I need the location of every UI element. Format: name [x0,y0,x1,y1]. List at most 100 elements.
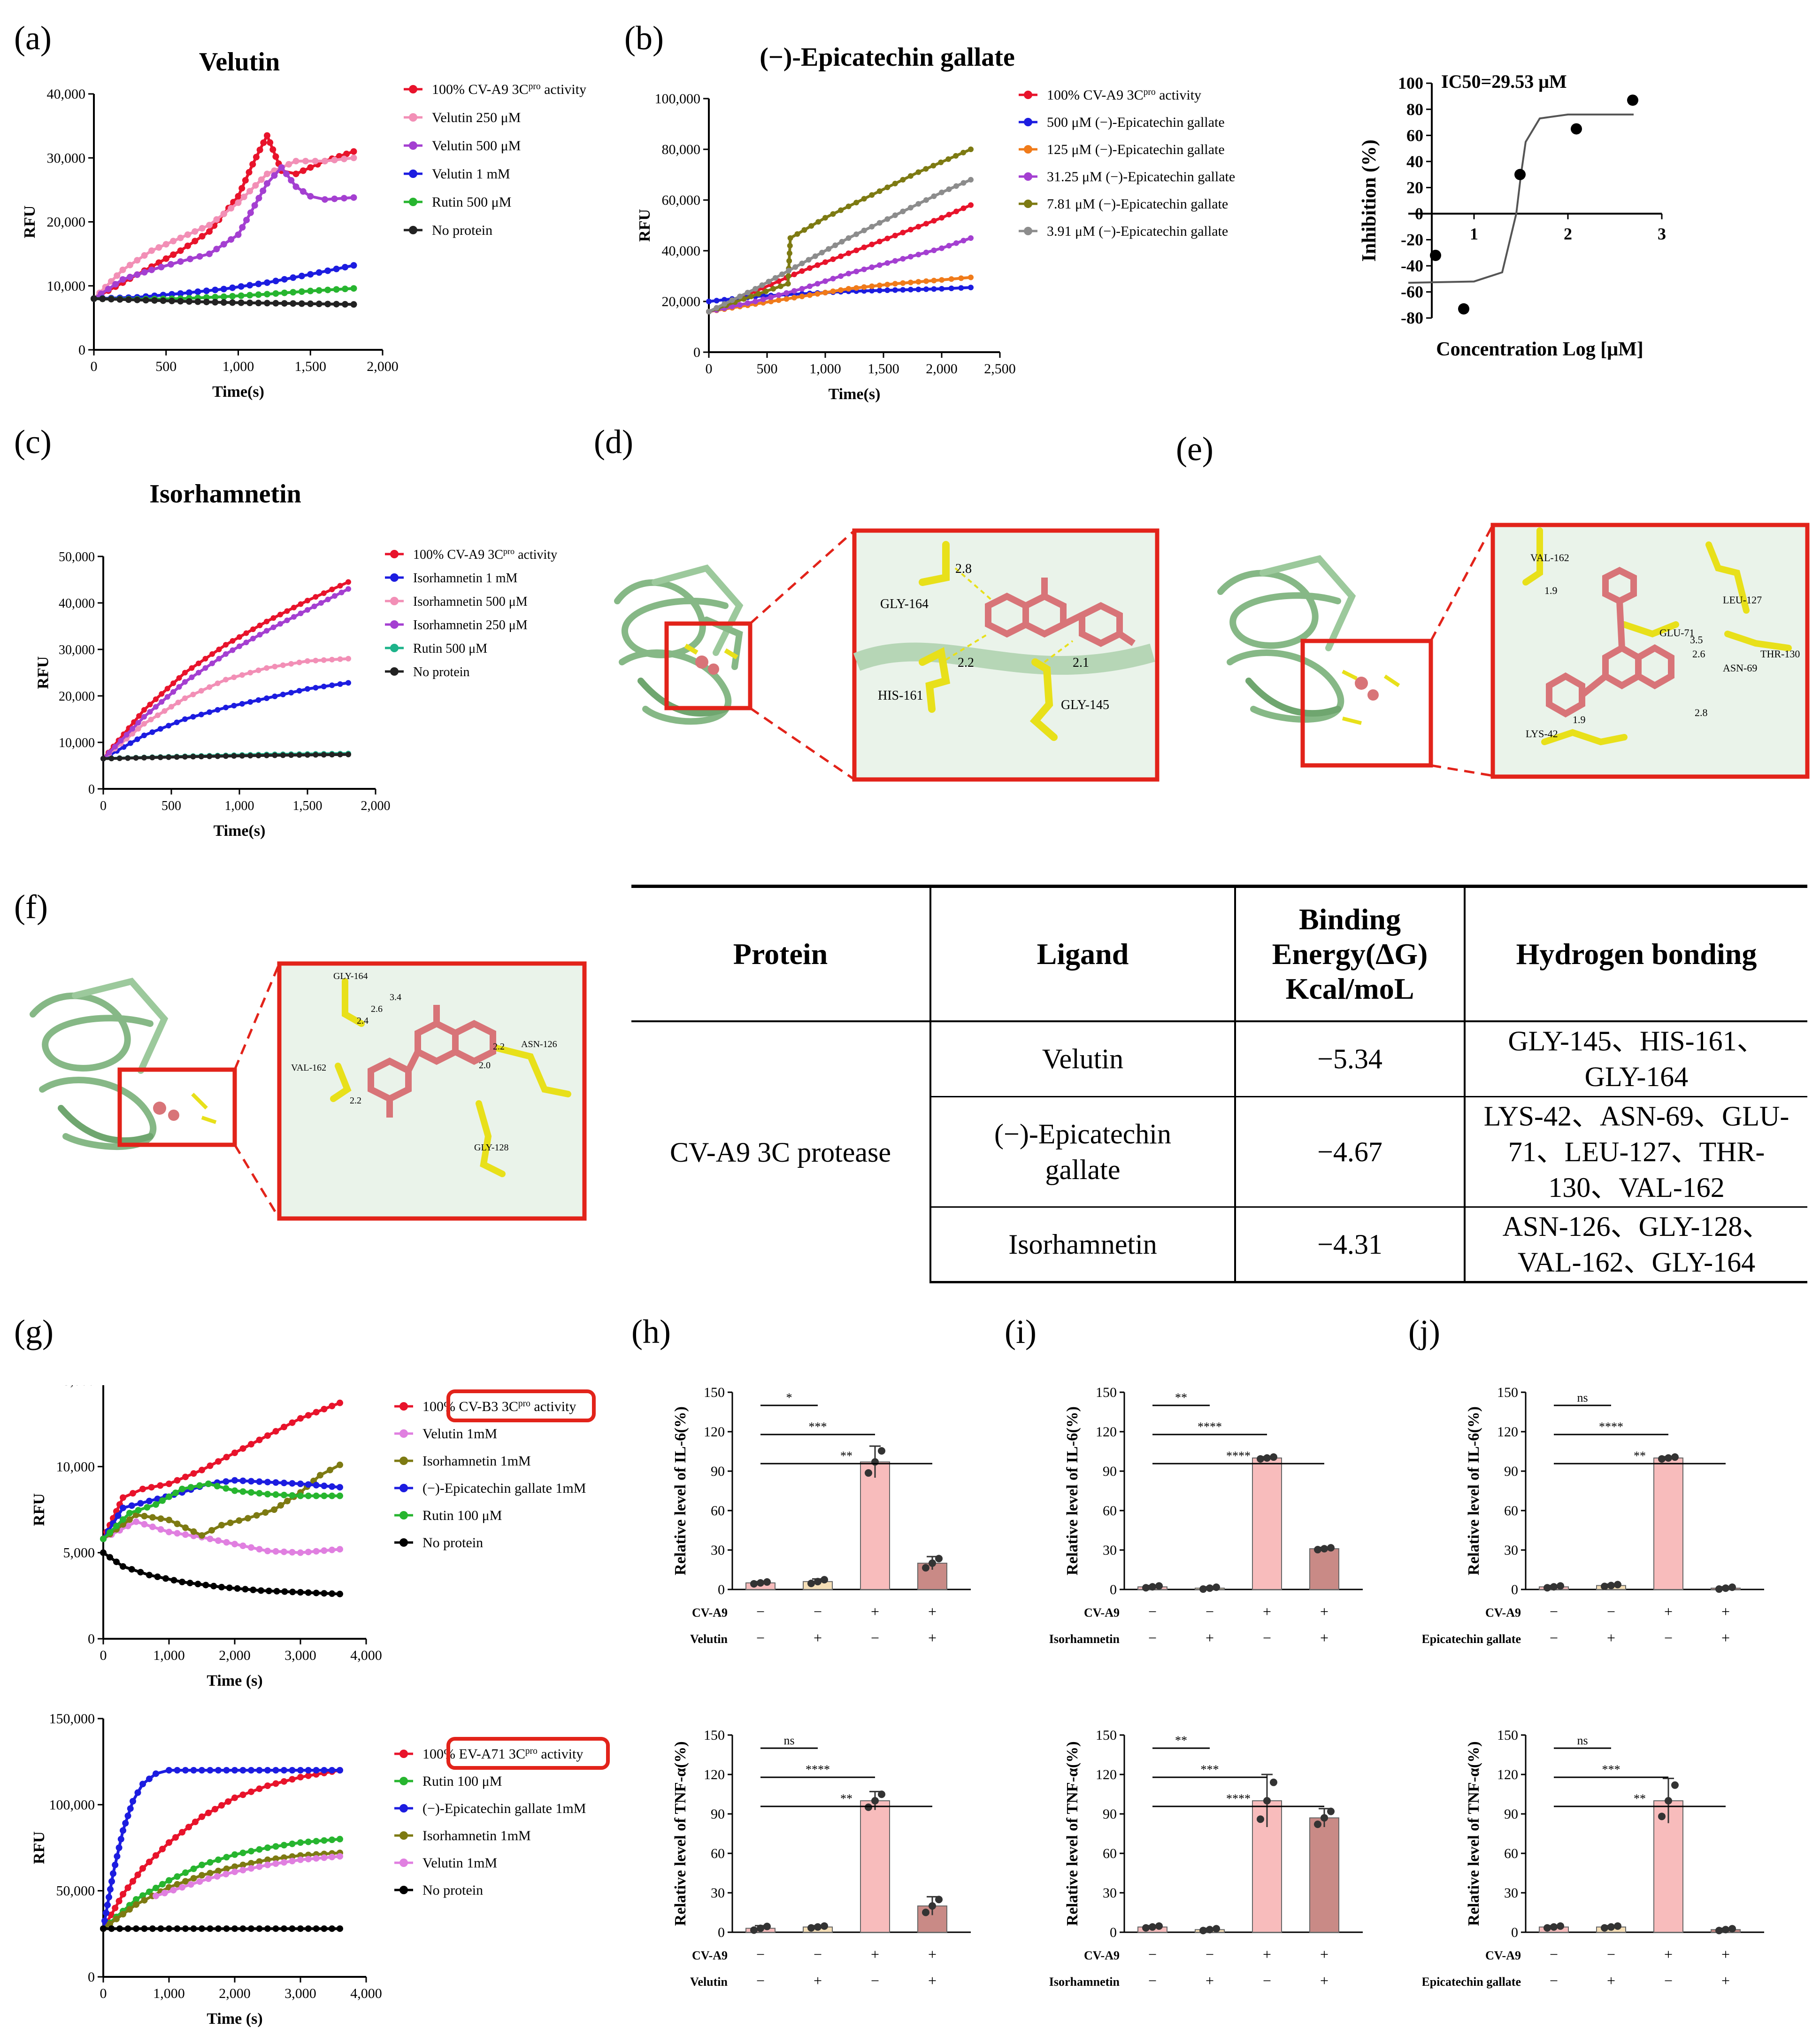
data-point [116,1925,123,1932]
replicate-point [1142,1584,1150,1592]
data-point [153,1501,159,1508]
chart-g2: 0 1,000 2,000 3,000 4,000 0 50,000 100,000 150,0… [31,1711,610,2028]
condition-label: CV-A9 [692,1949,728,1962]
data-point [892,180,898,186]
data-point [231,1851,238,1858]
data-point [845,203,852,209]
data-point [229,299,236,306]
legend-label: 31.25 μM (−)-Epicatechin gallate [1047,169,1235,185]
data-point [115,1512,122,1519]
data-point [215,1867,222,1874]
data-point [148,1484,155,1491]
data-point [327,1466,333,1473]
data-point [272,1428,279,1435]
data-point [104,1902,111,1909]
x-tick-label: 1,500 [868,361,899,377]
data-point [968,177,974,183]
data-point [248,1478,254,1485]
protein-cartoon [1217,555,1356,723]
replicate-point [1213,1583,1220,1591]
y-tick-label: 40,000 [59,596,95,611]
data-point [270,624,276,630]
data-point [206,250,213,257]
data-point [207,753,213,759]
data-point [119,266,126,273]
data-point [264,300,270,307]
legend-label: 500 μM (−)-Epicatechin gallate [1047,115,1225,130]
data-point [123,732,130,738]
data-point [264,291,270,298]
data-point [264,170,270,177]
data-point [182,1767,189,1774]
data-point [194,1581,201,1588]
data-point [892,287,898,293]
series-line [102,1837,340,1930]
y-tick-label: 60 [1504,1503,1518,1519]
data-point [289,1858,296,1865]
data-point [199,1813,205,1820]
legend-highlight-box [446,1737,610,1770]
data-point [141,1521,148,1528]
data-point [806,257,812,263]
data-point [231,1794,238,1801]
data-point [953,153,959,159]
replicate-point [1607,1581,1615,1589]
data-point [166,1839,172,1846]
data-point [305,1549,312,1556]
data-point [264,132,270,139]
legend-swatch-dot [399,1886,408,1894]
y-tick-label: 120 [1096,1767,1117,1782]
condition-sign: + [1206,1972,1214,1989]
data-point [137,1500,144,1507]
data-point [205,1809,212,1816]
y-tick-label: 120 [1096,1424,1117,1440]
y-tick-label: 80,000 [662,142,701,157]
data-point [777,283,783,289]
data-point [142,297,149,304]
x-tick-label: 2,500 [984,361,1016,377]
data-point [160,297,167,304]
data-point [255,667,261,673]
data-point [107,1529,113,1536]
data-point [892,232,898,239]
data-point [223,704,229,710]
table-row: Isorhamnetin −4.31 ASN-126、GLY-128、VAL-1… [631,1206,1807,1283]
data-point [223,677,229,683]
data-point [277,1502,284,1509]
y-tick-label: 20,000 [47,215,86,230]
data-point [281,1778,287,1785]
data-point [141,1925,148,1932]
data-point [124,1925,131,1932]
data-point [272,663,278,670]
replicate-point [1199,1585,1207,1593]
data-point [806,265,813,271]
y-axis-label: RFU [34,656,52,689]
data-point [861,284,867,290]
data-point [207,709,213,715]
legend-label: Rutin 100 μM [422,1508,502,1523]
data-point [264,1861,271,1868]
header-hydrogen-bonding: Hydrogen bonding [1464,885,1807,1022]
x-tick-label: 3 [1658,224,1666,243]
y-tick-label: 0 [1415,204,1423,223]
data-point [162,1575,169,1582]
legend-label: 100% CV-A9 3Cpro activity [413,547,557,562]
data-point [182,1531,189,1538]
data-point [192,238,199,245]
data-point [325,596,331,602]
data-point [297,1492,304,1499]
y-tick-label: 30 [1504,1543,1518,1558]
data-point [264,618,269,625]
data-point [230,638,236,644]
data-point [231,1541,238,1548]
legend-label: Velutin 500 μM [432,138,521,154]
data-point [212,286,219,293]
legend-swatch-dot [399,1484,408,1492]
data-point [819,249,825,255]
data-point [157,1482,164,1489]
panel-letter-b: (b) [624,19,664,57]
residue-label: LEU-127 [1723,594,1762,606]
legend-label: 100% CV-A9 3Cpro activity [1047,87,1201,103]
data-point [130,1878,136,1885]
